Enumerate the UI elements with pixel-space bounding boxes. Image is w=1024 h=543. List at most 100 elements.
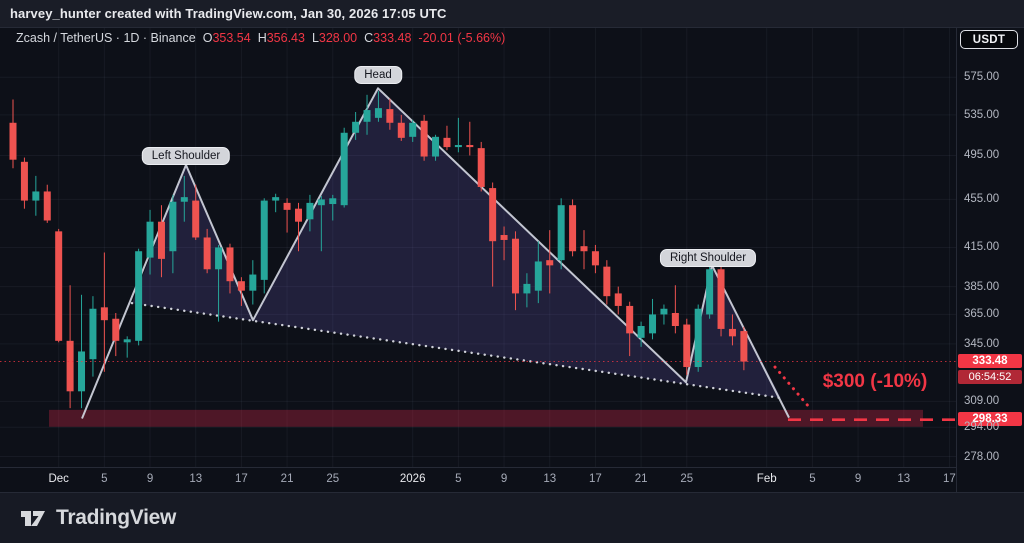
time-tick-label: 13 <box>543 473 557 485</box>
attribution-text: harvey_hunter created with TradingView.c… <box>10 6 447 21</box>
candle-body[interactable] <box>340 132 348 206</box>
price-tick-label: 415.00 <box>964 241 1000 254</box>
price-chart[interactable] <box>0 0 956 467</box>
candle-body[interactable] <box>55 231 63 341</box>
pattern-fill <box>132 88 781 398</box>
tradingview-logo[interactable]: TradingView <box>18 503 176 533</box>
candle-body[interactable] <box>557 205 565 261</box>
candle-body[interactable] <box>626 305 634 334</box>
candle-body[interactable] <box>603 266 611 297</box>
candle-body[interactable] <box>9 122 17 160</box>
candle-body[interactable] <box>203 237 211 270</box>
candle-body[interactable] <box>226 247 234 282</box>
support-zone[interactable] <box>49 409 923 427</box>
candle-body[interactable] <box>432 136 440 157</box>
candle-body[interactable] <box>237 281 245 291</box>
time-tick-label: 2026 <box>399 473 426 485</box>
candle-body[interactable] <box>649 314 657 334</box>
time-tick-label: 25 <box>680 473 694 485</box>
candle-body[interactable] <box>157 221 165 259</box>
candle-body[interactable] <box>374 108 382 118</box>
time-tick-label: 9 <box>146 473 154 485</box>
candle-body[interactable] <box>317 199 325 206</box>
candle-body[interactable] <box>489 188 497 242</box>
candle-body[interactable] <box>443 137 451 148</box>
attribution-bar: harvey_hunter created with TradingView.c… <box>0 0 1024 28</box>
time-tick-label: Dec <box>48 473 69 485</box>
candle-body[interactable] <box>511 238 519 294</box>
candle-body[interactable] <box>671 313 679 326</box>
candle-body[interactable] <box>660 308 668 315</box>
candle-body[interactable] <box>591 251 599 266</box>
candle-body[interactable] <box>249 274 257 291</box>
candle-body[interactable] <box>215 247 223 270</box>
candle-body[interactable] <box>123 339 131 343</box>
candle-body[interactable] <box>272 197 280 201</box>
candle-body[interactable] <box>100 307 108 321</box>
price-tick-label: 495.00 <box>964 149 1000 162</box>
candle-body[interactable] <box>146 221 154 258</box>
candle-body[interactable] <box>295 208 302 222</box>
annotation-overlay: $300 (-10%) Left Shoulder Head Right Shoul… <box>141 66 928 393</box>
tradingview-logo-icon <box>21 511 45 526</box>
pattern-label-pill[interactable]: Head <box>354 66 402 84</box>
candle-body[interactable] <box>78 351 86 392</box>
candle-body[interactable] <box>89 308 97 360</box>
candle-body[interactable] <box>534 261 542 291</box>
price-tick-label: 455.00 <box>964 193 1000 206</box>
candle-body[interactable] <box>500 235 508 240</box>
candle-body[interactable] <box>420 120 428 157</box>
candle-body[interactable] <box>717 269 725 329</box>
candle-body[interactable] <box>397 122 405 138</box>
candle-body[interactable] <box>43 191 51 221</box>
candle-body[interactable] <box>580 246 588 252</box>
candle-body[interactable] <box>546 260 554 266</box>
candle-body[interactable] <box>477 148 485 187</box>
target-price-badge: 298.33 <box>958 411 1022 426</box>
candle-body[interactable] <box>363 110 371 122</box>
candle-body[interactable] <box>135 251 143 341</box>
candle-body[interactable] <box>614 293 622 306</box>
candle-body[interactable] <box>454 145 462 148</box>
ohlc-high: H356.43 <box>257 31 305 45</box>
candle-body[interactable] <box>728 328 736 337</box>
candle-body[interactable] <box>637 325 645 338</box>
candle-body[interactable] <box>706 269 714 315</box>
candle-body[interactable] <box>352 121 360 133</box>
price-tick-label: 575.00 <box>964 71 1000 84</box>
pattern-label-pill[interactable]: Left Shoulder <box>141 147 231 165</box>
candle-body[interactable] <box>20 161 28 201</box>
candle-body[interactable] <box>386 109 394 123</box>
candle-body[interactable] <box>523 283 531 294</box>
candle-body[interactable] <box>569 205 577 252</box>
candle-body[interactable] <box>694 308 702 368</box>
candle-body[interactable] <box>180 197 188 202</box>
time-axis[interactable]: Dec 5 9 13 17 21 25 2026 5 9 13 17 21 25 Feb 5 9 13 17 <box>0 467 956 492</box>
projection-dotted-line[interactable] <box>773 365 812 410</box>
candle-body[interactable] <box>169 201 177 252</box>
price-axis[interactable]: USDT 333.48 06:54:52 298.33 575.00 535.00… <box>956 28 1024 492</box>
time-tick-label: Feb <box>756 473 777 485</box>
candle-body[interactable] <box>306 202 314 220</box>
candle-body[interactable] <box>32 191 40 201</box>
candle-body[interactable] <box>466 145 474 148</box>
currency-toggle-button[interactable]: USDT <box>960 30 1018 49</box>
candle-body[interactable] <box>409 122 417 137</box>
price-tick-label: 385.00 <box>964 280 1000 293</box>
candle-body[interactable] <box>260 200 268 280</box>
pattern-label-pill[interactable]: Right Shoulder <box>659 249 757 267</box>
candle-body[interactable] <box>740 331 748 362</box>
candle-body[interactable] <box>683 324 691 368</box>
candle-body[interactable] <box>112 318 120 341</box>
price-tick-label: 535.00 <box>964 108 1000 121</box>
time-tick-label: 9 <box>854 473 862 485</box>
candle-body[interactable] <box>283 202 291 210</box>
candle-body[interactable] <box>329 198 337 205</box>
price-target-annotation[interactable]: $300 (-10%) <box>822 371 928 393</box>
symbol-legend[interactable]: Zcash / TetherUS · 1D · Binance O353.54 H3… <box>16 31 505 45</box>
time-tick-label: 17 <box>234 473 248 485</box>
time-tick-label: 9 <box>500 473 508 485</box>
candle-body[interactable] <box>192 200 200 238</box>
candle-body[interactable] <box>66 340 74 392</box>
